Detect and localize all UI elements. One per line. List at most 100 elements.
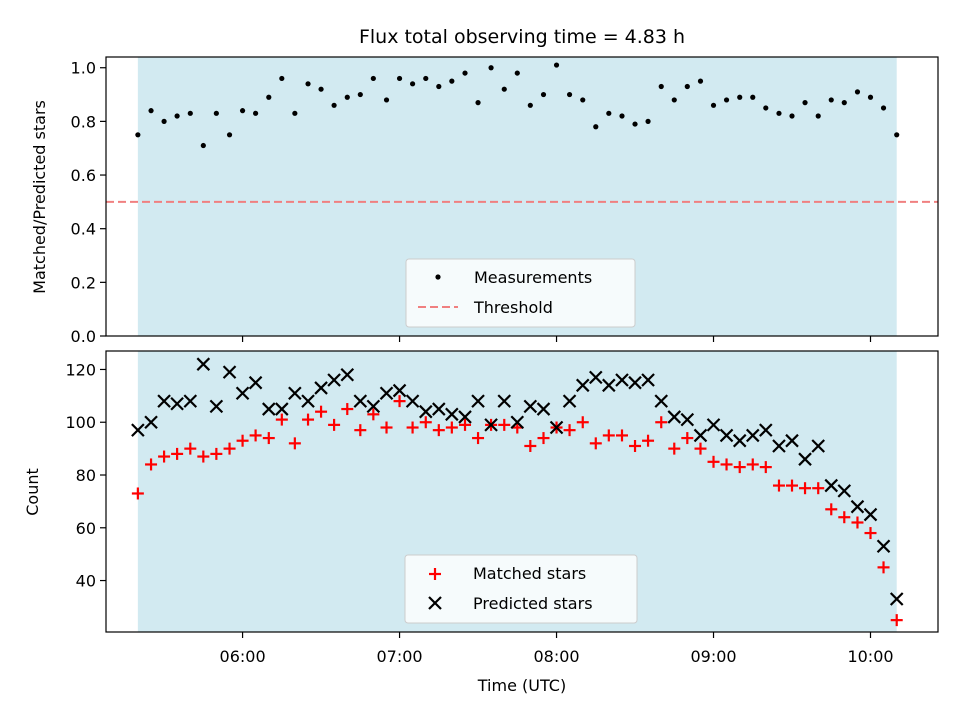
measurement-point: [226, 132, 233, 138]
predicted-star-point: [759, 423, 773, 437]
flux-ratio-y-tick-label: 0.8: [71, 112, 96, 131]
predicted-star-point: [235, 386, 250, 400]
matched-star-point: [707, 455, 720, 468]
predicted-star-point: [314, 381, 328, 395]
matched-star-point: [275, 413, 288, 426]
measurement-point: [148, 108, 154, 114]
measurement-point: [737, 94, 743, 100]
measurement-point: [867, 94, 874, 100]
measurement-point: [593, 124, 599, 130]
measurement-point: [253, 110, 259, 116]
measurement-point: [619, 113, 625, 119]
star-count-y-tick-label: 100: [65, 413, 96, 432]
predicted-star-point: [340, 367, 355, 382]
predicted-star-point: [680, 412, 695, 427]
matched-star-point: [419, 416, 432, 429]
measurement-point: [344, 94, 350, 100]
matched-star-point: [655, 416, 668, 429]
predicted-star-point: [562, 394, 577, 408]
star-count-y-ticks: 40 60 80 100 120: [65, 360, 106, 591]
predicted-star-point: [732, 433, 747, 448]
measurement-point: [828, 97, 834, 103]
measurement-point: [880, 105, 887, 111]
predicted-star-point: [654, 394, 669, 408]
matched-star-point: [864, 527, 877, 540]
measurement-point: [527, 102, 533, 108]
measurement-point: [632, 121, 638, 127]
predicted-star-point: [405, 394, 420, 408]
x-tick-label: 09:00: [690, 647, 736, 666]
matched-star-point: [733, 461, 746, 474]
measurement-point: [239, 108, 246, 114]
predicted-star-point: [706, 418, 721, 432]
matched-star-point: [877, 561, 890, 574]
matched-star-point: [524, 439, 537, 452]
x-tick-label: 08:00: [533, 647, 579, 666]
measurement-point: [763, 105, 769, 111]
measurement-point: [501, 86, 507, 92]
flux-ratio-y-tick-label: 0.2: [71, 273, 96, 292]
predicted-star-point: [484, 418, 498, 432]
predicted-star-point: [575, 378, 590, 393]
predicted-star-point: [262, 402, 276, 416]
predicted-star-point: [628, 375, 642, 390]
matched-star-point: [328, 418, 341, 431]
matched-star-point: [288, 437, 301, 450]
flux-ratio-x-ticks: [241, 336, 872, 342]
predicted-star-point: [536, 402, 551, 416]
flux-ratio-legend: Measurements Threshold: [405, 258, 636, 328]
predicted-star-point: [327, 373, 341, 387]
predicted-star-point: [196, 357, 211, 371]
predicted-star-point: [209, 399, 224, 414]
measurement-point: [383, 97, 390, 103]
measurement-point: [449, 78, 455, 84]
predicted-star-point: [445, 407, 459, 422]
matched-star-point: [563, 424, 576, 437]
matched-star-point: [746, 458, 759, 471]
predicted-star-point: [366, 399, 381, 414]
matched-star-point: [681, 432, 694, 445]
measurement-point: [213, 110, 219, 116]
matched-star-point: [694, 442, 707, 455]
chart-title: Flux total observing time = 4.83 h: [359, 26, 685, 48]
matched-star-point: [367, 408, 380, 421]
measurement-point: [266, 94, 272, 100]
predicted-star-point: [301, 394, 315, 408]
measurement-point: [462, 70, 468, 76]
predicted-star-point: [549, 420, 564, 435]
predicted-star-point: [850, 499, 865, 514]
matched-star-point: [602, 429, 615, 442]
matched-star-point: [262, 432, 275, 445]
measurements-legend-label: Measurements: [474, 268, 592, 287]
predicted-star-point: [418, 404, 433, 419]
flux-ratio-y-tick-label: 0.0: [71, 327, 96, 346]
matched-star-point: [171, 447, 184, 460]
matched-star-point: [642, 434, 655, 447]
matched-star-points: [131, 395, 903, 627]
measurement-point: [187, 110, 193, 116]
flux-ratio-y-tick-label: 0.6: [71, 166, 96, 185]
predicted-star-point: [183, 394, 198, 408]
matched-star-point: [812, 482, 825, 495]
measurement-point: [566, 91, 573, 98]
flux-ratio-y-tick-label: 0.4: [71, 220, 96, 239]
measurement-point: [553, 62, 560, 68]
measurement-point: [200, 142, 206, 149]
star-count-panel: 40 60 80 100 120 06:00 07:00 08:00 09:00 10:00 C…: [23, 350, 939, 695]
measurement-point: [357, 91, 363, 98]
star-count-y-tick-label: 40: [76, 572, 96, 591]
predicted-star-point: [785, 433, 799, 448]
measurement-point: [409, 81, 416, 87]
x-axis-title: Time (UTC): [477, 676, 566, 695]
star-count-y-axis-title: Count: [23, 468, 42, 516]
star-count-y-tick-label: 120: [65, 360, 96, 379]
matched-star-point: [537, 432, 550, 445]
matched-star-point: [472, 432, 485, 445]
matched-star-point: [184, 442, 197, 455]
matched-star-point: [772, 479, 785, 492]
predicted-star-point: [615, 373, 629, 387]
matched-stars-legend-marker: [429, 568, 441, 580]
measurement-point: [854, 89, 861, 95]
measurement-point: [436, 83, 442, 90]
flux-ratio-y-tick-label: 1.0: [71, 59, 96, 78]
